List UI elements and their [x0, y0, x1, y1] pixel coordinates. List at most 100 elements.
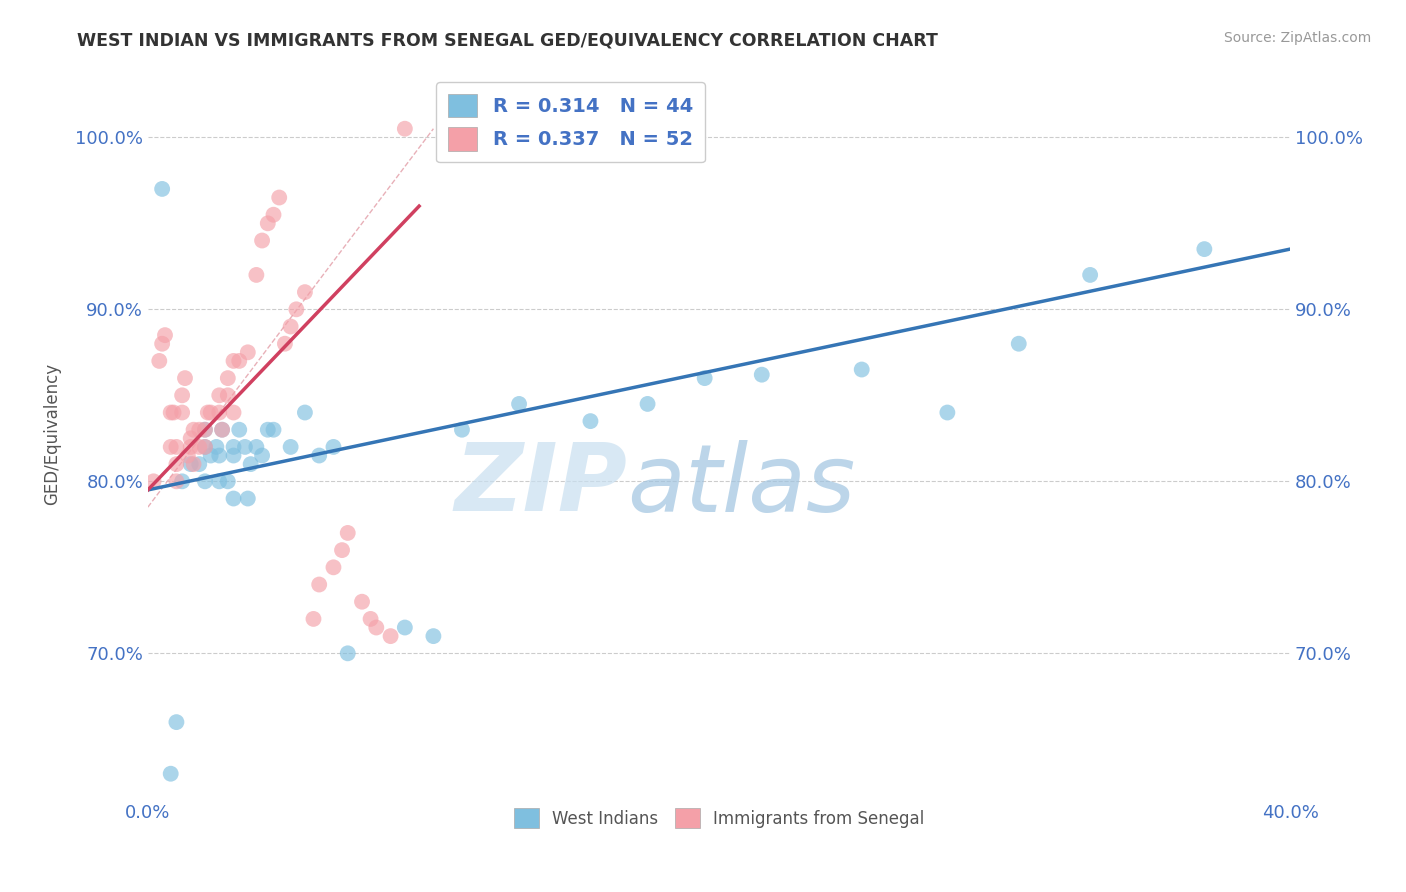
Point: [174, 371, 197, 385]
Point: [200, 449, 222, 463]
Point: [197, 405, 219, 419]
Point: [294, 405, 316, 419]
Point: [172, 388, 194, 402]
Point: [508, 397, 530, 411]
Point: [217, 475, 239, 489]
Point: [172, 475, 194, 489]
Point: [208, 388, 231, 402]
Point: [159, 440, 181, 454]
Point: [222, 491, 245, 506]
Point: [177, 449, 200, 463]
Point: [422, 629, 444, 643]
Point: [851, 362, 873, 376]
Text: atlas: atlas: [627, 440, 856, 531]
Point: [579, 414, 602, 428]
Point: [208, 449, 231, 463]
Text: WEST INDIAN VS IMMIGRANTS FROM SENEGAL GED/EQUIVALENCY CORRELATION CHART: WEST INDIAN VS IMMIGRANTS FROM SENEGAL G…: [77, 31, 938, 49]
Point: [228, 423, 250, 437]
Point: [285, 302, 308, 317]
Point: [188, 440, 211, 454]
Point: [256, 216, 278, 230]
Point: [239, 457, 262, 471]
Point: [269, 190, 291, 204]
Point: [233, 440, 256, 454]
Point: [360, 612, 382, 626]
Point: [394, 121, 416, 136]
Point: [228, 354, 250, 368]
Point: [142, 475, 165, 489]
Point: [280, 440, 302, 454]
Point: [150, 336, 173, 351]
Point: [208, 475, 231, 489]
Point: [200, 405, 222, 419]
Point: [211, 423, 233, 437]
Point: [222, 440, 245, 454]
Point: [336, 525, 359, 540]
Point: [222, 354, 245, 368]
Point: [1008, 336, 1031, 351]
Point: [165, 475, 187, 489]
Point: [308, 449, 330, 463]
Point: [350, 595, 373, 609]
Point: [302, 612, 325, 626]
Point: [180, 431, 202, 445]
Point: [263, 208, 285, 222]
Point: [194, 423, 217, 437]
Point: [274, 336, 297, 351]
Text: ZIP: ZIP: [454, 439, 627, 532]
Point: [183, 423, 205, 437]
Point: [936, 405, 959, 419]
Point: [245, 440, 267, 454]
Point: [172, 405, 194, 419]
Point: [250, 234, 273, 248]
Point: [150, 182, 173, 196]
Point: [380, 629, 402, 643]
Point: [308, 577, 330, 591]
Point: [222, 405, 245, 419]
Point: [751, 368, 773, 382]
Point: [451, 423, 474, 437]
Point: [194, 475, 217, 489]
Point: [153, 328, 176, 343]
Point: [194, 440, 217, 454]
Point: [180, 457, 202, 471]
Point: [188, 457, 211, 471]
Point: [245, 268, 267, 282]
Point: [222, 449, 245, 463]
Point: [637, 397, 659, 411]
Point: [250, 449, 273, 463]
Point: [693, 371, 716, 385]
Point: [194, 423, 217, 437]
Point: [208, 405, 231, 419]
Point: [217, 388, 239, 402]
Point: [256, 423, 278, 437]
Point: [236, 491, 259, 506]
Point: [322, 440, 344, 454]
Point: [165, 457, 187, 471]
Legend: West Indians, Immigrants from Senegal: West Indians, Immigrants from Senegal: [508, 801, 931, 835]
Point: [236, 345, 259, 359]
Point: [322, 560, 344, 574]
Text: Source: ZipAtlas.com: Source: ZipAtlas.com: [1223, 31, 1371, 45]
Point: [188, 423, 211, 437]
Point: [165, 440, 187, 454]
Point: [165, 715, 187, 730]
Point: [183, 457, 205, 471]
Point: [180, 440, 202, 454]
Point: [194, 440, 217, 454]
Point: [211, 423, 233, 437]
Point: [217, 371, 239, 385]
Point: [263, 423, 285, 437]
Point: [159, 405, 181, 419]
Point: [205, 440, 228, 454]
Point: [394, 621, 416, 635]
Y-axis label: GED/Equivalency: GED/Equivalency: [44, 363, 60, 505]
Point: [1078, 268, 1101, 282]
Point: [162, 405, 184, 419]
Point: [1194, 242, 1216, 256]
Point: [148, 354, 170, 368]
Point: [294, 285, 316, 299]
Point: [366, 621, 388, 635]
Point: [330, 543, 353, 558]
Point: [280, 319, 302, 334]
